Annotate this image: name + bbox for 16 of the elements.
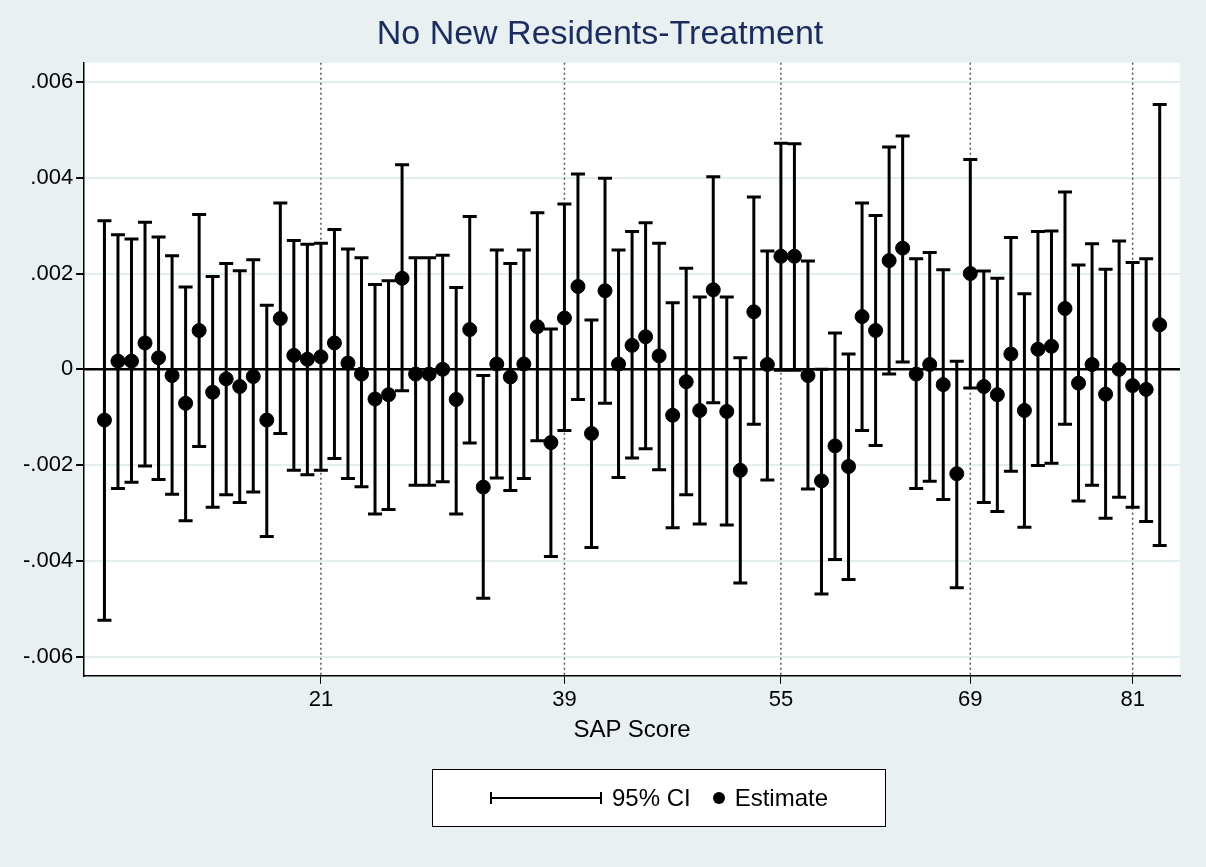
y-tick-label: -.004 — [22, 546, 74, 572]
y-tick-label: .004 — [30, 163, 74, 189]
y-tick-label: .002 — [30, 259, 74, 285]
x-axis-title: SAP Score — [573, 715, 691, 743]
legend-label: Estimate — [734, 784, 829, 812]
y-tick-label: -.002 — [22, 451, 74, 477]
y-tick-label: .006 — [30, 68, 74, 94]
x-tick-label: 81 — [1120, 686, 1145, 712]
chart-title: No New Residents-Treatment — [376, 12, 824, 51]
x-tick-label: 21 — [308, 686, 334, 712]
y-tick-label: -.006 — [22, 642, 74, 668]
text: 95% CI — [611, 784, 691, 812]
x-tick-label: 39 — [552, 686, 577, 712]
x-tick-label: 69 — [958, 686, 983, 712]
x-tick-label: 55 — [768, 686, 794, 712]
y-tick-label: 0 — [60, 355, 74, 381]
